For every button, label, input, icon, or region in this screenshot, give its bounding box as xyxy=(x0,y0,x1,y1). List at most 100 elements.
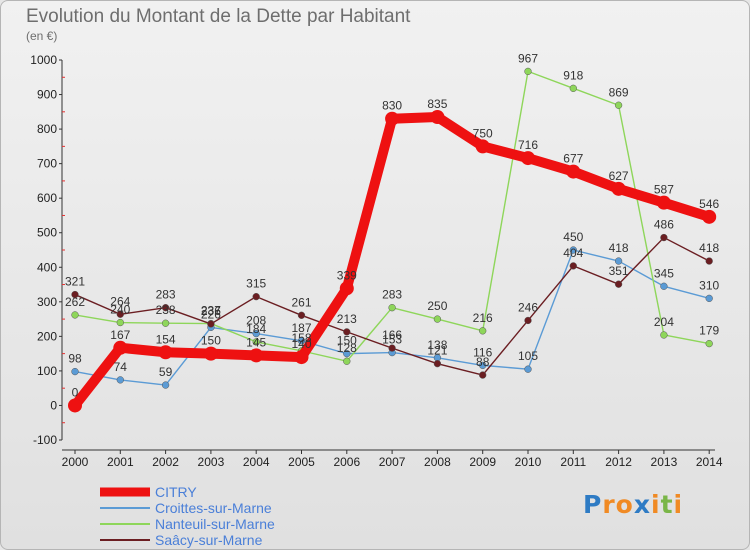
data-label: 184 xyxy=(246,322,266,336)
data-point xyxy=(113,340,128,355)
data-label: 627 xyxy=(609,169,629,183)
proxiti-logo: Proxiti xyxy=(583,490,683,519)
data-label: 98 xyxy=(68,352,82,366)
data-label: 236 xyxy=(201,304,221,318)
x-tick-label: 2000 xyxy=(62,455,89,469)
y-tick-label: 500 xyxy=(37,226,57,240)
data-label: 226 xyxy=(201,307,221,321)
data-point xyxy=(158,345,173,360)
series-line-3 xyxy=(70,112,715,411)
data-point xyxy=(252,292,260,301)
data-point xyxy=(385,111,400,126)
data-label: 918 xyxy=(563,68,583,82)
data-label: 315 xyxy=(246,277,266,291)
data-point xyxy=(524,316,532,325)
y-tick-label: 0 xyxy=(50,398,57,412)
data-point xyxy=(479,327,487,335)
data-label: 238 xyxy=(156,303,176,317)
data-label: 0 xyxy=(72,385,79,399)
data-label: 138 xyxy=(427,338,447,352)
logo-letter: P xyxy=(583,490,603,519)
data-label: 216 xyxy=(473,311,493,325)
data-point xyxy=(252,329,260,338)
data-label: 145 xyxy=(246,335,266,349)
y-tick-label: 600 xyxy=(37,191,57,205)
legend-label: CITRY xyxy=(155,484,197,500)
data-point xyxy=(660,233,668,242)
data-point xyxy=(71,311,79,319)
y-tick-label: 800 xyxy=(37,122,57,136)
data-point xyxy=(479,371,487,379)
data-point xyxy=(479,361,487,370)
data-point xyxy=(116,376,124,384)
data-point xyxy=(161,304,170,312)
x-tick-label: 2007 xyxy=(379,455,406,469)
y-tick-label: 700 xyxy=(37,157,57,171)
data-label: 264 xyxy=(110,294,130,308)
data-point xyxy=(249,348,264,363)
x-tick-label: 2008 xyxy=(424,455,451,469)
data-point xyxy=(614,280,623,288)
data-label: 716 xyxy=(518,138,538,152)
x-tick-label: 2010 xyxy=(515,455,542,469)
x-tick-label: 2006 xyxy=(333,455,360,469)
data-label: 187 xyxy=(291,321,311,335)
data-label: 546 xyxy=(699,197,719,211)
data-label: 261 xyxy=(291,295,311,309)
data-label: 418 xyxy=(699,241,719,255)
data-label: 486 xyxy=(654,218,674,232)
x-tick-label: 2003 xyxy=(198,455,225,469)
data-point xyxy=(705,294,713,303)
data-label: 158 xyxy=(291,331,311,345)
data-label: 150 xyxy=(201,334,221,348)
data-label: 835 xyxy=(427,97,447,111)
data-point xyxy=(614,101,623,109)
data-point xyxy=(252,338,260,346)
data-label: 404 xyxy=(563,246,583,260)
legend-label: Saâcy-sur-Marne xyxy=(155,532,263,548)
data-label: 967 xyxy=(518,51,538,65)
data-label: 167 xyxy=(110,328,130,342)
data-point xyxy=(343,328,351,336)
x-tick-label: 2013 xyxy=(651,455,678,469)
data-point xyxy=(524,365,532,373)
chart-title: Evolution du Montant de la Dette par Hab… xyxy=(26,6,411,27)
data-point xyxy=(569,246,577,254)
logo-letter: o xyxy=(615,490,634,519)
data-point xyxy=(569,262,577,270)
data-point xyxy=(433,315,442,323)
x-tick-label: 2005 xyxy=(288,455,315,469)
data-label: 450 xyxy=(563,230,583,244)
x-tick-label: 2012 xyxy=(605,455,632,469)
data-label: 88 xyxy=(476,355,490,369)
data-label: 121 xyxy=(427,344,447,358)
data-point xyxy=(614,257,623,265)
x-tick-label: 2001 xyxy=(107,455,134,469)
data-point xyxy=(116,318,124,327)
y-tick-label: -100 xyxy=(33,433,57,447)
x-tick-label: 2009 xyxy=(469,455,496,469)
data-point xyxy=(388,344,396,352)
data-label: 237 xyxy=(201,304,221,318)
data-label: 153 xyxy=(382,333,402,347)
data-label: 750 xyxy=(473,126,493,140)
data-label: 140 xyxy=(291,337,311,351)
data-point xyxy=(475,139,490,154)
data-point xyxy=(68,398,82,413)
data-point xyxy=(566,164,581,179)
data-label: 321 xyxy=(65,275,85,289)
data-point xyxy=(297,337,306,345)
y-tick-label: 200 xyxy=(37,329,57,343)
logo-letter: x xyxy=(633,490,651,519)
x-tick-label: 2014 xyxy=(696,455,723,469)
data-label: 74 xyxy=(114,360,128,374)
data-point xyxy=(521,151,535,166)
data-label: 283 xyxy=(156,288,176,302)
data-point xyxy=(161,319,170,327)
legend-label: Croittes-sur-Marne xyxy=(155,500,272,516)
data-point xyxy=(71,290,79,299)
data-label: 339 xyxy=(337,268,357,282)
data-point xyxy=(569,84,577,92)
